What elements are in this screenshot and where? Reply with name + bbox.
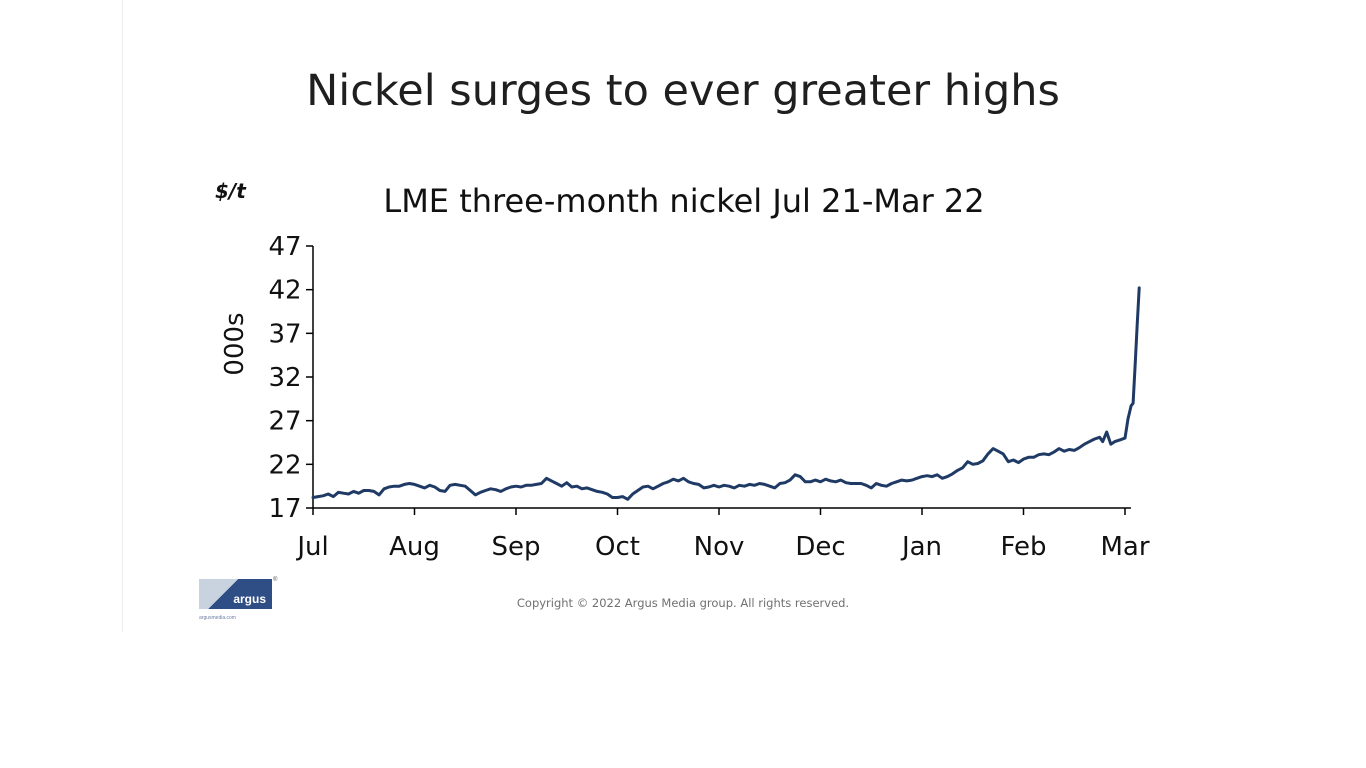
slide-edge-divider	[122, 0, 123, 632]
y-tick-label: 22	[268, 450, 301, 480]
argus-logo-word: argus	[233, 592, 266, 606]
registered-mark: ®	[273, 577, 278, 583]
y-axis-label: 000s	[220, 312, 250, 375]
x-tick-label: Mar	[1100, 532, 1149, 562]
unit-label: $/t	[215, 179, 247, 203]
x-tick-label: Nov	[694, 532, 745, 562]
y-tick-label: 17	[268, 494, 301, 524]
y-tick-label: 27	[268, 407, 301, 437]
x-tick-label: Jan	[900, 532, 942, 562]
plot-area	[311, 286, 1141, 501]
argus-logo-box: argus	[199, 579, 272, 609]
x-tick-label: Dec	[795, 532, 845, 562]
argus-logo-url: argusmedia.com	[199, 615, 236, 621]
x-tick-label: Oct	[595, 532, 640, 562]
y-tick-label: 42	[268, 276, 301, 306]
y-tick-label: 37	[268, 319, 301, 349]
x-tick-label: Feb	[1000, 532, 1046, 562]
x-tick-label: Sep	[491, 532, 540, 562]
y-tick-label: 32	[268, 363, 301, 393]
x-tick-label: Aug	[389, 532, 440, 562]
argus-logo: argus ® argusmedia.com	[199, 577, 278, 623]
y-tick-label: 47	[268, 232, 301, 262]
chart-axes: 17 22 27 32 37 42 47 Jul Aug Sep Oct Nov Dec Jan Feb Ma…	[268, 232, 1149, 562]
x-tick-label: Jul	[295, 532, 328, 562]
chart-title: LME three-month nickel Jul 21-Mar 22	[383, 182, 984, 220]
nickel-price-line	[311, 286, 1141, 501]
copyright-notice: Copyright © 2022 Argus Media group. All …	[516, 596, 850, 610]
slide-title: Nickel surges to ever greater highs	[306, 66, 1060, 116]
